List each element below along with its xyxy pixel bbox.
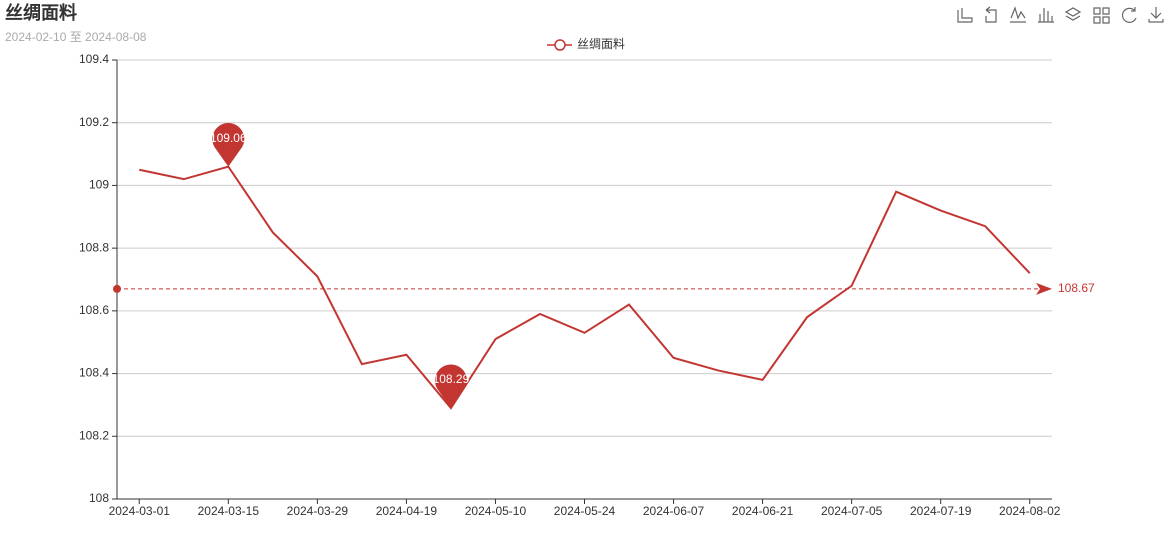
mark-label: 109.06: [210, 131, 247, 145]
x-tick-label: 2024-03-01: [109, 504, 171, 518]
y-tick-label: 108.6: [79, 303, 109, 317]
x-tick-label: 2024-06-07: [643, 504, 705, 518]
y-tick-label: 109.2: [79, 115, 109, 129]
tool-restore[interactable]: [1121, 7, 1137, 23]
legend-swatch: [554, 39, 566, 51]
average-label: 108.67: [1058, 281, 1095, 295]
x-tick-label: 2024-03-29: [287, 504, 349, 518]
y-tick-label: 109: [89, 178, 109, 192]
y-tick-label: 108.8: [79, 240, 109, 254]
chart-title: 丝绸面料: [5, 2, 77, 23]
x-tick-label: 2024-07-05: [821, 504, 883, 518]
x-tick-label: 2024-05-24: [554, 504, 616, 518]
y-tick-label: 108: [89, 491, 109, 505]
mark-pin: [212, 123, 245, 167]
mark-pin: [434, 364, 467, 409]
x-tick-label: 2024-07-19: [910, 504, 972, 518]
tool-line[interactable]: [1010, 6, 1026, 23]
y-tick-label: 109.4: [79, 52, 109, 66]
y-tick-label: 108.2: [79, 428, 109, 442]
x-tick-label: 2024-03-15: [198, 504, 260, 518]
tool-stack[interactable]: [1064, 7, 1082, 21]
average-start: [113, 284, 121, 293]
average-arrow: [1036, 282, 1052, 295]
y-tick-label: 108.4: [79, 366, 109, 380]
x-tick-label: 2024-04-19: [376, 504, 438, 518]
tool-bar[interactable]: [1038, 8, 1054, 23]
tool-tiled[interactable]: [1093, 7, 1110, 24]
mark-label: 108.29: [433, 372, 470, 386]
x-tick-label: 2024-06-21: [732, 504, 794, 518]
chart-subtitle: 2024-02-10 至 2024-08-08: [5, 30, 147, 44]
line: [139, 165, 1031, 410]
tool-zoom[interactable]: [957, 8, 973, 23]
tool-save[interactable]: [1148, 7, 1164, 23]
x-tick-label: 2024-08-02: [999, 504, 1061, 518]
tool-back[interactable]: [985, 6, 997, 23]
toolbox[interactable]: [957, 6, 1164, 24]
x-tick-label: 2024-05-10: [465, 504, 527, 518]
legend-label: 丝绸面料: [577, 37, 625, 51]
